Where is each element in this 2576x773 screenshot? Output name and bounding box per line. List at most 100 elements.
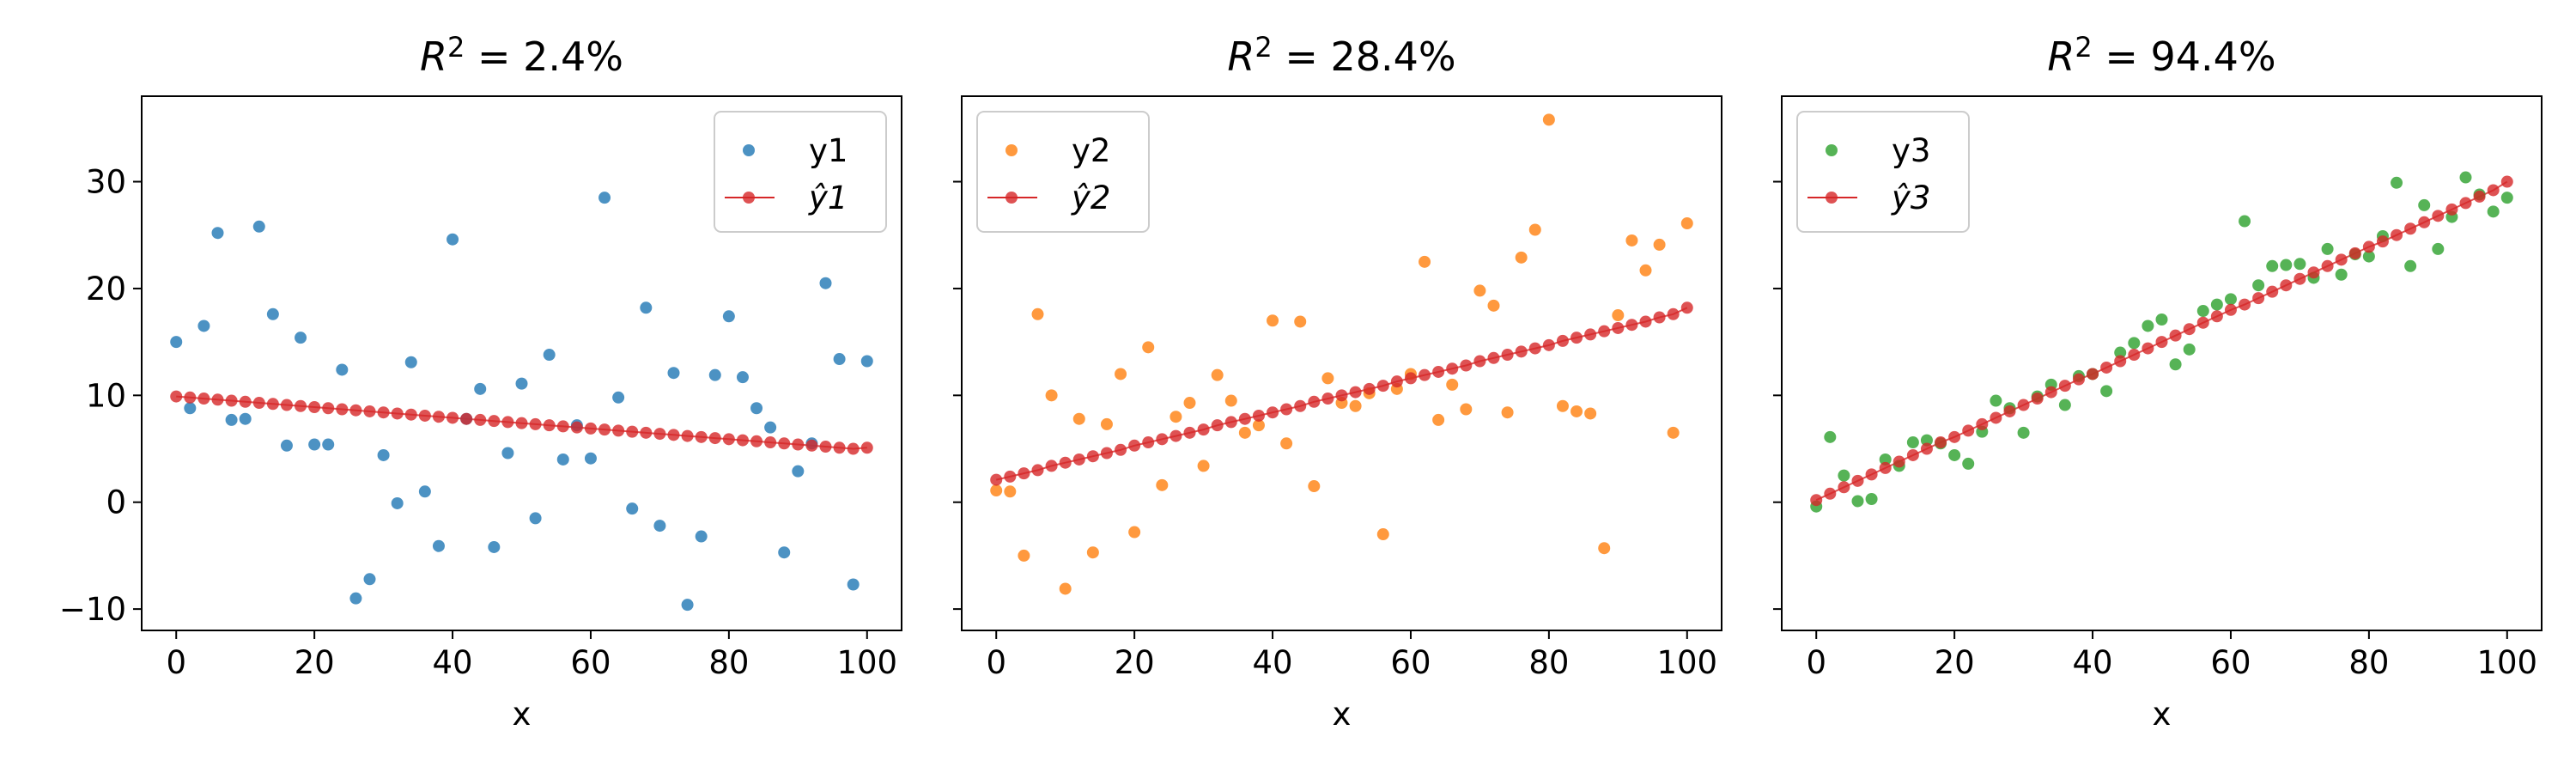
- data-point: [833, 353, 846, 366]
- data-point: [184, 402, 197, 415]
- data-point: [1639, 264, 1652, 277]
- data-point: [474, 382, 487, 395]
- fit-point: [1252, 409, 1265, 422]
- data-point: [750, 402, 763, 415]
- data-point: [322, 438, 335, 451]
- data-point: [1653, 238, 1666, 251]
- data-point: [695, 530, 708, 543]
- data-point: [612, 391, 625, 404]
- x-tick-label: 40: [2072, 644, 2112, 681]
- data-point: [1156, 478, 1169, 491]
- data-point: [778, 546, 791, 559]
- fit-point: [2017, 399, 2030, 411]
- data-point: [1419, 255, 1431, 268]
- fit-point: [640, 426, 653, 439]
- fit-point: [819, 441, 832, 453]
- fit-point: [529, 417, 542, 430]
- fit-point: [1018, 467, 1030, 480]
- data-point: [1045, 389, 1058, 402]
- data-point: [1948, 448, 1961, 461]
- data-point: [1990, 394, 2002, 407]
- data-point: [1920, 434, 1933, 447]
- x-tick-label: 20: [1935, 644, 1975, 681]
- fit-point: [488, 415, 501, 428]
- fit-point: [1294, 399, 1307, 412]
- data-point: [225, 413, 238, 426]
- data-point: [391, 496, 404, 509]
- data-point: [1838, 469, 1850, 482]
- data-point: [847, 578, 860, 591]
- fit-point: [1680, 301, 1693, 314]
- fit-point: [1501, 349, 1514, 362]
- fit-point: [1045, 460, 1058, 472]
- fit-point: [184, 391, 197, 404]
- fit-point: [2445, 203, 2458, 216]
- fit-point: [1810, 494, 1823, 507]
- fit-point: [860, 441, 873, 454]
- axes-frame: [961, 95, 1722, 631]
- fit-point: [280, 399, 293, 411]
- fit-point: [1935, 436, 1947, 449]
- fit-point: [1598, 325, 1611, 338]
- fit-point: [1528, 342, 1541, 355]
- fit-point: [2087, 368, 2099, 380]
- fit-point: [2100, 361, 2113, 374]
- y-tick-label: 30: [86, 164, 126, 201]
- legend-label-scatter: y1: [809, 132, 848, 169]
- data-point: [860, 355, 873, 368]
- data-point: [626, 502, 639, 515]
- y-tick-label: 20: [86, 271, 126, 307]
- fit-point: [197, 393, 210, 405]
- legend-label-fit: ŷ3: [1891, 180, 1930, 216]
- fit-point: [474, 413, 487, 426]
- data-point: [1252, 419, 1265, 432]
- legend-label-fit: ŷ2: [1071, 180, 1110, 216]
- data-point: [2335, 268, 2348, 281]
- data-point: [266, 307, 279, 320]
- data-point: [432, 539, 445, 552]
- data-point: [252, 220, 265, 233]
- fit-point: [1625, 319, 1638, 332]
- fit-point: [336, 403, 349, 416]
- fit-point: [2500, 175, 2513, 188]
- data-point: [404, 356, 417, 368]
- data-point: [1031, 307, 1044, 320]
- legend-box: [976, 111, 1150, 233]
- fit-point: [584, 422, 597, 435]
- fit-point: [432, 411, 445, 423]
- fit-point: [2293, 272, 2306, 285]
- fit-point: [1363, 382, 1376, 395]
- x-axis-label: x: [1333, 696, 1352, 733]
- fit-point: [225, 394, 238, 407]
- fit-point: [2418, 216, 2431, 228]
- data-point: [1170, 411, 1182, 423]
- data-point: [1571, 405, 1583, 417]
- fit-point: [2280, 279, 2293, 292]
- fit-point: [1156, 433, 1169, 446]
- fit-point: [1962, 424, 1975, 437]
- data-point: [990, 484, 1003, 497]
- data-point: [170, 336, 183, 349]
- data-point: [2418, 198, 2431, 211]
- data-point: [1267, 314, 1279, 327]
- fit-point: [1460, 359, 1473, 372]
- data-point: [1473, 284, 1486, 297]
- x-tick-label: 100: [2476, 644, 2537, 681]
- data-point: [1128, 526, 1141, 539]
- fit-point: [2058, 380, 2071, 393]
- fit-point: [1571, 332, 1583, 344]
- data-point: [1446, 378, 1459, 391]
- data-point: [1906, 436, 1919, 449]
- fit-point: [2252, 292, 2265, 305]
- panel-title: R2 = 2.4%: [420, 31, 623, 80]
- x-tick-label: 80: [1528, 644, 1569, 681]
- y-tick-label: 0: [106, 484, 126, 521]
- data-point: [2266, 259, 2279, 272]
- data-point: [2196, 305, 2209, 318]
- fit-point: [2210, 310, 2223, 323]
- fit-point: [1004, 470, 1017, 483]
- fit-point: [1906, 448, 1919, 461]
